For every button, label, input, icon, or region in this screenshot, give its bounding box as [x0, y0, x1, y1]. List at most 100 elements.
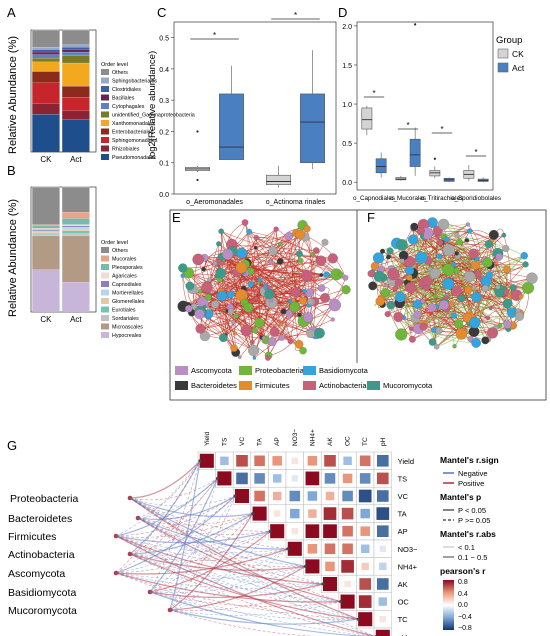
network-f-node-169	[423, 285, 430, 292]
network-e-node-22	[252, 356, 257, 360]
network-f-node-138	[372, 252, 385, 264]
panel-a-ylabel: Relative Abundance (%)	[7, 36, 19, 154]
panel-c-ytick-1: 0.1	[159, 161, 169, 168]
network-f-node-143	[474, 270, 482, 277]
heatmap-square-7-9	[359, 578, 372, 590]
network-e-node-140	[261, 336, 266, 341]
network-e-node-86	[304, 288, 314, 298]
mantel-link-6-8	[169, 601, 341, 616]
network-e-node-10	[231, 320, 236, 325]
panel-a-bar-act-seg-2	[62, 97, 90, 111]
pearson-title: pearson's r	[440, 566, 486, 576]
panel-d-outlier-2-0-0	[433, 157, 436, 160]
network-f-node-30	[502, 244, 510, 253]
mantel-link-4-3	[115, 513, 253, 574]
network-e-node-57	[254, 296, 259, 301]
network-e-node-128	[219, 333, 228, 343]
panel-b-legend: Order level Others Mucorales Pleosporales A…	[101, 240, 145, 339]
network-f-node-41	[462, 313, 473, 323]
panel-a-legend-label-3: Bacillales	[112, 96, 135, 102]
pearson-tick-4: −0.8	[458, 625, 472, 632]
network-e-edge-287	[200, 290, 311, 334]
network-e-node-104	[194, 308, 205, 320]
network-legend-label-4: Firmicutes	[255, 381, 290, 390]
panel-a-legend-label-0: Others	[112, 70, 128, 76]
panel-b-bar-act-seg-2	[62, 233, 90, 236]
panel-b-bar-act-seg-3	[62, 230, 90, 234]
panel-a-bar-ck-seg-5	[32, 58, 60, 62]
heatmap-square-3-9	[360, 508, 370, 519]
heatmap-col-label-2: VC	[239, 437, 246, 446]
heatmap-square-9-10	[379, 616, 386, 623]
panel-b-legend-swatch-5	[101, 289, 109, 296]
heatmap-square-2-10	[376, 490, 389, 502]
network-f-edge-269	[392, 230, 470, 281]
mantel-link-2-4	[115, 530, 271, 544]
network-f-node-166	[385, 254, 391, 260]
heatmap-square-0-10	[376, 454, 389, 467]
network-f-node-37	[386, 247, 394, 255]
network-f-node-119	[415, 251, 428, 264]
network-e-node-120	[301, 269, 313, 282]
pearson-colorbar	[443, 580, 454, 630]
panel-b-legend-swatch-6	[101, 298, 109, 304]
mantel-taxon-label-5: Basidiomycota	[8, 587, 76, 599]
panel-b-legend-label-5: Mortierellales	[112, 291, 144, 297]
heatmap-square-0-8	[343, 456, 352, 466]
panel-a-legend-swatch-8	[101, 137, 109, 143]
mantel-link-3-10	[129, 553, 374, 636]
heatmap-col-label-5: NO3−	[292, 429, 299, 446]
network-f-node-126	[422, 276, 433, 287]
panel-a-legend-swatch-4	[101, 103, 109, 109]
network-e-node-137	[232, 331, 237, 336]
panel-label-b: B	[7, 163, 16, 178]
panel-b-bar-ck-seg-7	[32, 228, 60, 230]
network-f-node-40	[501, 232, 507, 238]
panel-d-legend-swatch-act	[497, 62, 509, 73]
panel-d-box-0-act	[375, 158, 387, 174]
panel-d-legend-label-ck: CK	[512, 49, 524, 59]
network-f-node-164	[454, 251, 459, 256]
network-f-node-153	[518, 294, 524, 300]
mantel-link-1-10	[137, 517, 375, 636]
panel-a-bar-act-seg-3	[62, 86, 90, 98]
network-f-node-134	[437, 239, 444, 246]
panel-c-ytick-2: 0.2	[159, 129, 169, 136]
heatmap-square-3-6	[308, 509, 317, 518]
network-e-node-40	[207, 277, 212, 283]
network-f-node-91	[435, 234, 440, 239]
network-f-node-72	[373, 270, 385, 282]
mantel-link-0-2	[129, 495, 236, 507]
heatmap-square-0-6	[307, 456, 318, 466]
panel-d-legend: Group CK Act	[496, 35, 525, 73]
network-f-node-60	[455, 328, 468, 340]
mantel-link-6-10	[169, 609, 315, 636]
network-e-node-26	[290, 287, 301, 298]
mantel-taxon-label-3: Actinobacteria	[8, 549, 75, 561]
heatmap-col-label-8: OC	[345, 436, 352, 446]
heatmap-square-6-7	[325, 561, 335, 572]
heatmap-row-label-7: AK	[398, 580, 408, 589]
panel-c-xtick-0: o_Aeromonadales	[186, 199, 243, 206]
mantel-link-6-3	[169, 513, 254, 611]
network-e-node-50	[278, 334, 285, 341]
panel-b-bar-ck-seg-6	[32, 229, 60, 231]
panel-a-bar-ck-seg-3	[32, 71, 60, 83]
heatmap-square-4-8	[342, 525, 353, 537]
network-f-node-114	[495, 253, 503, 261]
network-f-node-161	[419, 322, 428, 331]
mantel-link-5-2	[149, 495, 236, 593]
panel-a-bar-ck-seg-6	[32, 54, 60, 59]
mantel-link-2-2	[115, 495, 236, 537]
panel-d-sig-star-0: *	[372, 89, 375, 98]
network-f-node-71	[485, 271, 493, 279]
network-f-edge-206	[410, 253, 474, 288]
network-e-node-106	[240, 324, 253, 337]
heatmap-square-6-10	[379, 562, 387, 571]
mantel-link-0-1	[129, 478, 218, 501]
mantel-p-sig-label: P < 0.05	[458, 506, 486, 515]
network-e-edge-346	[219, 279, 294, 301]
heatmap-square-6-9	[361, 562, 369, 571]
network-e-node-102	[253, 245, 258, 250]
network-e-node-20	[247, 281, 254, 288]
